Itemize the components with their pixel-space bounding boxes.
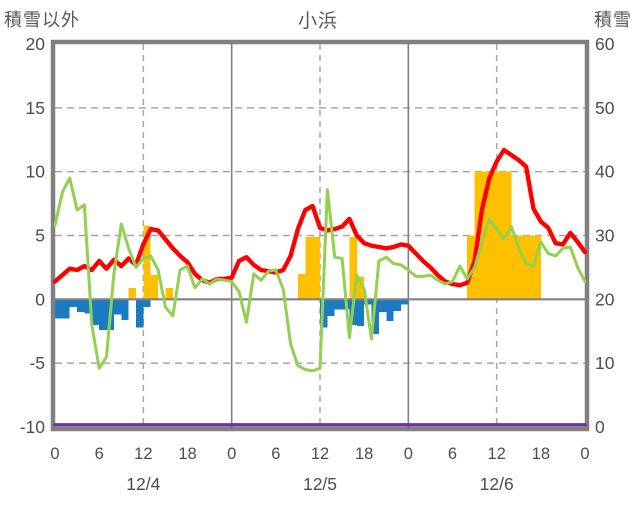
plot-frame [50,39,590,432]
orange-bars-bar [312,236,320,300]
blue-bars-bar [364,299,372,305]
blue-bars-bar [393,299,401,311]
hour-tick-label: 6 [271,445,280,463]
date-label: 12/6 [480,474,514,494]
left-tick-label: -10 [20,417,46,437]
blue-bars-bar [356,299,365,327]
blue-bars-bar [371,299,379,334]
left-tick-label: 15 [26,98,45,118]
date-label: 12/4 [126,474,160,494]
orange-bars-bar [128,287,136,300]
orange-bars-bar [349,236,357,300]
left-tick-label: 10 [26,162,46,182]
orange-bars-bar [481,171,490,300]
hour-tick-label: 12 [134,445,152,463]
blue-bars-bar [334,299,343,310]
orange-bars-bar [489,171,497,300]
blue-bars-bar [327,299,335,316]
right-axis-title: 積雪 [594,10,632,30]
orange-bars-bar [150,275,159,300]
orange-bars-bar [533,235,541,300]
hour-tick-label: 0 [50,445,59,463]
right-tick-label: 30 [595,226,615,246]
hour-tick-label: 12 [487,445,505,463]
hour-tick-label: 18 [178,445,196,463]
orange-bars-bar [165,287,173,300]
red-line [52,147,588,288]
left-tick-label: 0 [35,289,45,309]
date-label: 12/5 [303,474,337,494]
right-tick-label: 0 [595,417,605,437]
blue-bars-bar [55,299,63,319]
blue-bars-bar [77,299,85,313]
plot-border [50,39,590,432]
hour-tick-label: 0 [580,445,589,463]
green-line [53,176,587,373]
blue-bars-bar [378,299,387,313]
hour-tick-label: 12 [311,445,329,463]
right-tick-label: 60 [595,34,615,54]
orange-bars-bar [526,235,534,300]
blue-bars-bar [386,299,394,322]
hour-tick-label: 18 [355,445,373,463]
orange-bars-bar [356,276,365,300]
blue-bars-bar [62,299,70,319]
blue-bars-bar [91,299,100,325]
x-axis-dates: 12/4 12/5 12/6 [126,474,513,494]
hour-tick-label: 18 [532,445,550,463]
hour-tick-label: 6 [448,445,457,463]
hour-tick-label: 0 [404,445,413,463]
left-tick-label: 5 [35,226,45,246]
left-tick-label: -5 [29,353,45,373]
left-axis-title: 積雪以外 [4,10,80,30]
orange-bars-bar [297,273,306,300]
right-tick-label: 20 [595,289,615,309]
red-line [52,147,588,288]
right-tick-label: 40 [595,162,615,182]
blue-bars-bar [135,299,144,328]
blue-bars-bar [400,299,409,305]
orange-bars-bar [305,236,313,300]
right-tick-label: 10 [595,353,615,373]
blue-bars-bar [143,299,151,307]
left-axis-ticks: 20 15 10 5 0 -5 -10 [20,34,46,437]
blue-bars-bar [113,299,122,315]
blue-bars-bar [121,299,129,320]
hour-tick-label: 0 [227,445,236,463]
orange-bars-bar [143,225,151,300]
green-line [53,176,587,373]
orange-bars-bar [518,235,527,300]
blue-bars-bar [69,299,78,307]
left-tick-label: 20 [26,34,46,54]
x-axis-ticks: 0 6 12 18 0 6 12 18 0 6 12 18 0 [50,445,589,463]
blue-bars-bar [99,299,107,330]
hour-tick-label: 6 [95,445,104,463]
right-axis-ticks: 60 50 40 30 20 10 0 [595,34,615,437]
right-tick-label: 50 [595,98,615,118]
blue-bars-bar [84,299,92,314]
chart-title: 小浜 [297,11,338,32]
orange-bars-bar [511,235,519,300]
